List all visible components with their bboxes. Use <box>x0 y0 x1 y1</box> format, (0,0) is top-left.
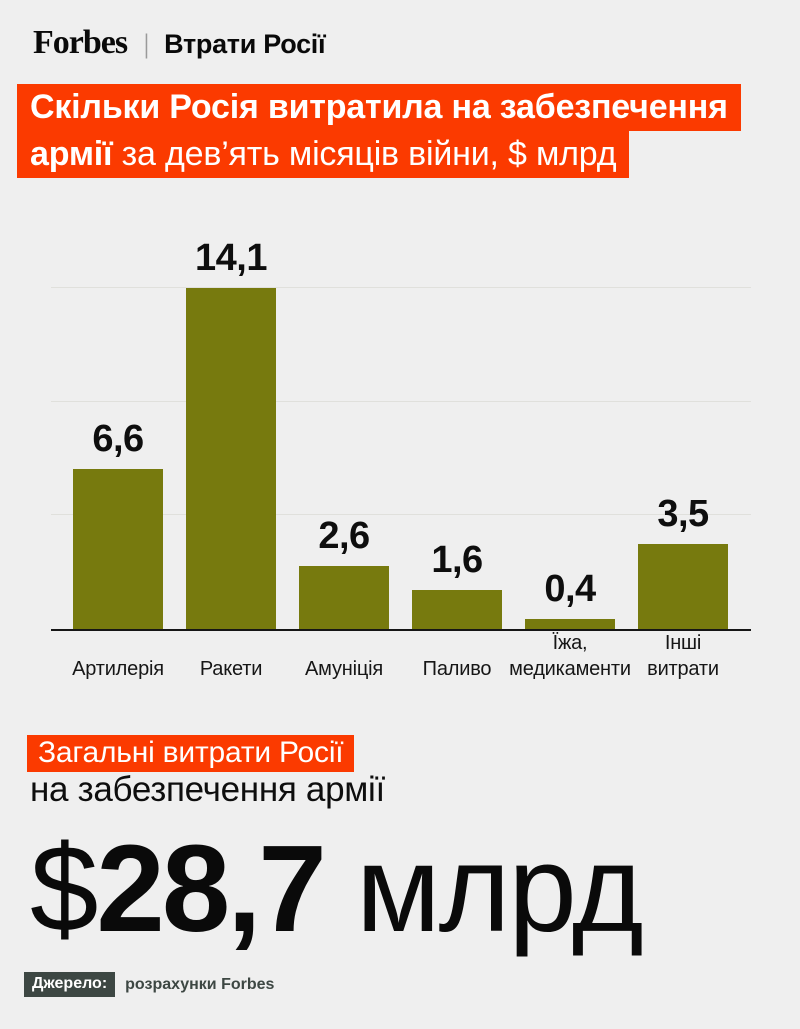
bar-value-label: 3,5 <box>657 493 709 536</box>
bar-value-label: 0,4 <box>544 568 596 611</box>
total-amount-value: 28,7 <box>96 821 326 958</box>
headline-line-2: армії за дев’ять місяців війни, $ млрд <box>17 131 630 178</box>
gridline <box>51 400 751 402</box>
bar-ракети <box>186 287 276 629</box>
headline-line2-rest: за дев’ять місяців війни, $ млрд <box>112 135 617 173</box>
bar-value-label: 1,6 <box>431 539 483 582</box>
chart-categories: Артилерія Ракети Амуніція Паливо Їжа, медика… <box>51 632 751 682</box>
bar-інші-витрати <box>638 544 728 629</box>
gridline <box>51 286 751 288</box>
forbes-logo: Forbes <box>33 24 128 61</box>
bar-category-label: Інші витрати <box>647 632 719 680</box>
bar-category-label: Амуніція <box>305 658 383 680</box>
header: Forbes | Втрати Росії <box>33 24 326 62</box>
headline-line2-bold: армії <box>30 135 113 173</box>
source-badge: Джерело: <box>24 972 116 997</box>
bar-category-label: Їжа, медикаменти <box>509 632 631 680</box>
chart-headline: Скільки Росія витратила на забезпечення … <box>17 84 741 178</box>
chart-plot: 6,6 14,1 2,6 1,6 0,4 3,5 <box>51 236 751 631</box>
bar-category-label: Артилерія <box>72 658 164 680</box>
footer: Джерело: розрахунки Forbes <box>24 972 274 997</box>
source-value: розрахунки Forbes <box>125 975 275 993</box>
total-highlight-label: Загальні витрати Росії <box>27 735 355 772</box>
bar-value-label: 14,1 <box>195 236 267 279</box>
bar-category-label: Паливо <box>422 658 492 680</box>
total-amount-unit: млрд <box>323 821 644 958</box>
total-amount: $28,7 млрд <box>30 828 644 951</box>
bar-амуніція <box>299 566 389 629</box>
bar-value-label: 6,6 <box>92 418 144 461</box>
bar-артилерія <box>73 469 163 629</box>
headline-line-1: Скільки Росія витратила на забезпечення <box>17 84 741 131</box>
total-subtitle: на забезпечення армії <box>30 770 385 809</box>
bar-category-label: Ракети <box>199 658 263 680</box>
gridline <box>51 514 751 516</box>
header-section-title: Втрати Росії <box>164 29 326 59</box>
bar-паливо <box>412 590 502 629</box>
bar-value-label: 2,6 <box>318 515 370 558</box>
bar-їжа-медикаменти <box>525 619 615 629</box>
header-separator: | <box>144 29 150 59</box>
total-currency-sign: $ <box>30 821 98 958</box>
headline-line1-text: Скільки Росія витратила на забезпечення <box>30 88 728 126</box>
